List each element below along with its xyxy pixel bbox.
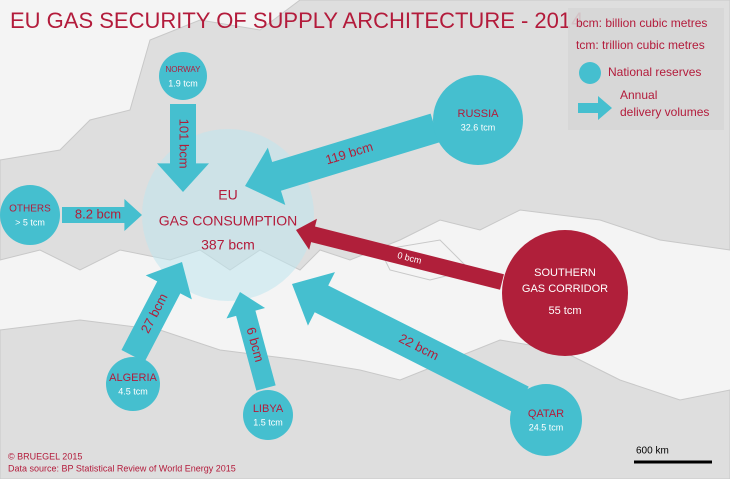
node-name: LIBYA (253, 403, 284, 415)
flow-arrow (62, 199, 142, 231)
node-name: SOUTHERN (534, 267, 596, 279)
node-reserves: 55 tcm (548, 305, 581, 317)
reserve-circle (159, 52, 207, 100)
footer-text: Data source: BP Statistical Review of Wo… (8, 463, 236, 473)
legend-arrow (578, 96, 612, 120)
node-reserves: > 5 tcm (15, 217, 45, 227)
center-label: EU (218, 187, 237, 203)
node-name: ALGERIA (109, 372, 157, 384)
flow-arrow (245, 113, 440, 206)
legend-unit: tcm: trillion cubic metres (576, 38, 705, 52)
legend-label: delivery volumes (620, 105, 709, 119)
node-name: RUSSIA (458, 108, 500, 120)
flow-arrow (157, 104, 209, 192)
node-reserves: 1.5 tcm (253, 417, 283, 427)
reserve-circle (106, 357, 160, 411)
node-name: NORWAY (166, 65, 202, 74)
reserve-circle (510, 384, 582, 456)
scale-label: 600 km (636, 446, 669, 457)
flow-label: 8.2 bcm (75, 206, 121, 221)
reserve-circle (0, 185, 60, 245)
reserve-circle (433, 75, 523, 165)
legend-circle (579, 62, 601, 84)
flow-arrow (296, 218, 504, 290)
node-reserves: 1.9 tcm (168, 78, 198, 88)
center-label: GAS CONSUMPTION (159, 213, 297, 229)
flow-arrow (226, 292, 276, 391)
node-name: OTHERS (9, 204, 51, 215)
flow-arrow (121, 262, 192, 363)
center-label: 387 bcm (201, 237, 255, 253)
flow-arrow (292, 272, 529, 414)
node-reserves: 4.5 tcm (118, 386, 148, 396)
reserve-circle (502, 230, 628, 356)
node-name: QATAR (528, 408, 564, 420)
footer-text: © BRUEGEL 2015 (8, 451, 82, 461)
title: EU GAS SECURITY OF SUPPLY ARCHITECTURE -… (10, 8, 583, 33)
node-name: GAS CORRIDOR (522, 283, 608, 295)
flow-label: 101 bcm (177, 119, 192, 169)
reserve-circle (243, 390, 293, 440)
nodes: NORWAY 1.9 tcm RUSSIA 32.6 tcm OTHERS > 5 tcm… (0, 52, 628, 456)
node-reserves: 32.6 tcm (461, 122, 496, 132)
legend-unit: bcm: billion cubic metres (576, 16, 707, 30)
legend-label: Annual (620, 88, 657, 102)
node-reserves: 24.5 tcm (529, 422, 564, 432)
legend-label: National reserves (608, 65, 701, 79)
